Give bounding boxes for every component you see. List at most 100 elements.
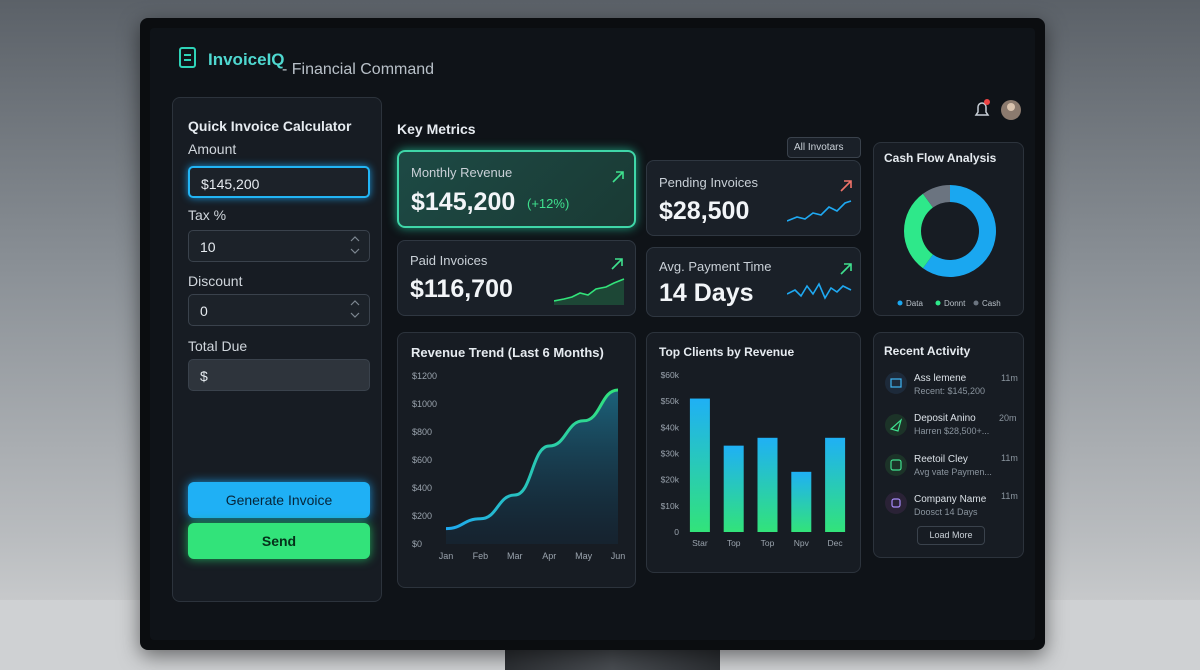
y-tick-label: $800 <box>412 427 432 437</box>
x-tick-label: May <box>575 551 593 561</box>
bar <box>757 437 778 532</box>
activity-title: Ass lemene <box>914 373 967 384</box>
trend-arrow <box>611 258 623 270</box>
y-tick-label: $30k <box>661 449 680 459</box>
legend-swatch <box>973 300 979 306</box>
metric-card: Pending Invoices $28,500 <box>646 160 861 236</box>
metric-label: Pending Invoices <box>659 175 759 190</box>
y-tick-label: $40k <box>661 422 680 432</box>
metric-value: 14 Days <box>659 279 754 307</box>
legend-label: Data <box>906 299 923 308</box>
tax-input[interactable]: 10 <box>188 230 370 262</box>
y-tick-label: 0 <box>674 527 679 537</box>
metric-value: $28,500 <box>659 197 750 225</box>
area <box>446 390 618 544</box>
line <box>445 388 619 531</box>
legend-label: Cash <box>982 299 1001 308</box>
calculator-panel: Quick Invoice Calculator Amount $145,200… <box>172 97 382 602</box>
field-label: Amount <box>188 141 237 157</box>
y-tick-label: $0 <box>412 539 422 549</box>
generate-button[interactable]: Generate Invoice <box>188 482 370 518</box>
activity-panel: Recent Activity Ass lemene Recent: $145,… <box>873 332 1024 558</box>
total-input: $ <box>188 359 370 391</box>
spinners <box>350 236 360 318</box>
y-tick-label: $1200 <box>412 371 437 381</box>
metric-card: Monthly Revenue $145,200 (+12%) <box>397 150 636 228</box>
activity-detail: Harren $28,500+... <box>914 426 990 436</box>
bar <box>689 398 710 532</box>
trend-arrow <box>840 180 852 192</box>
metric-card: Avg. Payment Time 14 Days <box>646 247 861 317</box>
legend-label: Donnt <box>944 299 966 308</box>
x-tick-label: Jun <box>611 551 626 561</box>
filter-dropdown[interactable]: All Invotars <box>787 137 861 158</box>
top-icons <box>974 99 1021 120</box>
activity-title: Company Name <box>914 494 987 505</box>
y-tick-label: $60k <box>661 370 680 380</box>
donut-segment <box>904 193 933 269</box>
bar <box>723 445 744 532</box>
x-tick-label: Npv <box>794 538 810 548</box>
metric-value: $116,700 <box>410 275 513 303</box>
chart-title: Top Clients by Revenue <box>659 345 795 359</box>
x-tick-label: Top <box>727 538 741 548</box>
x-tick-label: Top <box>761 538 775 548</box>
x-tick-label: Feb <box>473 551 489 561</box>
y-tick-label: $20k <box>661 475 680 485</box>
activity-time: 20m <box>999 413 1017 423</box>
trend-arrow <box>612 171 624 183</box>
brand-subtitle: - Financial Command <box>282 61 435 78</box>
discount-input[interactable]: 0 <box>188 294 370 326</box>
amount-input[interactable]: $145,200 <box>188 166 370 198</box>
trend-arrow <box>840 263 852 275</box>
activity-detail: Doosct 14 Days <box>914 507 978 517</box>
bar <box>791 471 812 532</box>
metric-card: Paid Invoices $116,700 <box>397 240 636 316</box>
activity-detail: Avg vate Paymen... <box>914 467 992 477</box>
x-tick-label: Mar <box>507 551 523 561</box>
chart-title: Revenue Trend (Last 6 Months) <box>411 345 604 360</box>
load-more-button[interactable]: Load More <box>917 526 985 545</box>
activity-time: 11m <box>1001 453 1018 463</box>
send-button[interactable]: Send <box>188 523 370 559</box>
revenue-panel: Revenue Trend (Last 6 Months) $0 $200 $400… <box>397 332 636 588</box>
sparkline <box>554 278 625 305</box>
bar-chart: 0 $10k $20k $30k $40k $50k $60k Star Top Top Npv De… <box>661 370 846 548</box>
x-tick-label: Dec <box>828 538 844 548</box>
y-tick-label: $10k <box>661 501 680 511</box>
cash-flow-panel: Cash Flow Analysis Data Donnt Cash <box>873 142 1024 316</box>
metric-value: $145,200 <box>411 188 516 216</box>
metric-label: Paid Invoices <box>410 253 488 268</box>
activity-time: 11m <box>1001 491 1018 501</box>
y-tick-label: $1000 <box>412 399 437 409</box>
activity-title: Recent Activity <box>884 344 971 358</box>
activity-icons <box>885 372 907 514</box>
metrics-title: Key Metrics <box>397 121 476 137</box>
y-tick-label: $400 <box>412 483 432 493</box>
y-tick-label: $200 <box>412 511 432 521</box>
x-tick-label: Star <box>692 538 708 548</box>
calculator-title: Quick Invoice Calculator <box>188 118 352 134</box>
line-chart: $0 $200 $400 $600 $800 $1000 $1200 Jan Feb Mar Apr… <box>412 371 626 561</box>
field-label: Tax % <box>188 207 227 223</box>
donut-segment <box>922 185 996 277</box>
x-tick-label: Jan <box>439 551 454 561</box>
metric-change: (+12%) <box>527 196 570 211</box>
sparkline <box>787 200 852 222</box>
clients-panel: Top Clients by Revenue 0 $10k $20k $30k $40k… <box>646 332 861 573</box>
chart-title: Cash Flow Analysis <box>884 151 997 165</box>
activity-detail: Recent: $145,200 <box>914 386 986 396</box>
legend-swatch <box>935 300 941 306</box>
activity-title: Deposit Anino <box>914 413 976 424</box>
x-tick-label: Apr <box>542 551 556 561</box>
donut-segment <box>922 185 950 208</box>
activity-title: Reetoil Cley <box>914 454 968 465</box>
legend-swatch <box>897 300 903 306</box>
metric-label: Monthly Revenue <box>411 165 513 180</box>
y-tick-label: $600 <box>412 455 432 465</box>
brand: InvoiceIQ <box>208 50 285 69</box>
logo-icon <box>179 47 196 68</box>
sparkline <box>787 282 852 300</box>
